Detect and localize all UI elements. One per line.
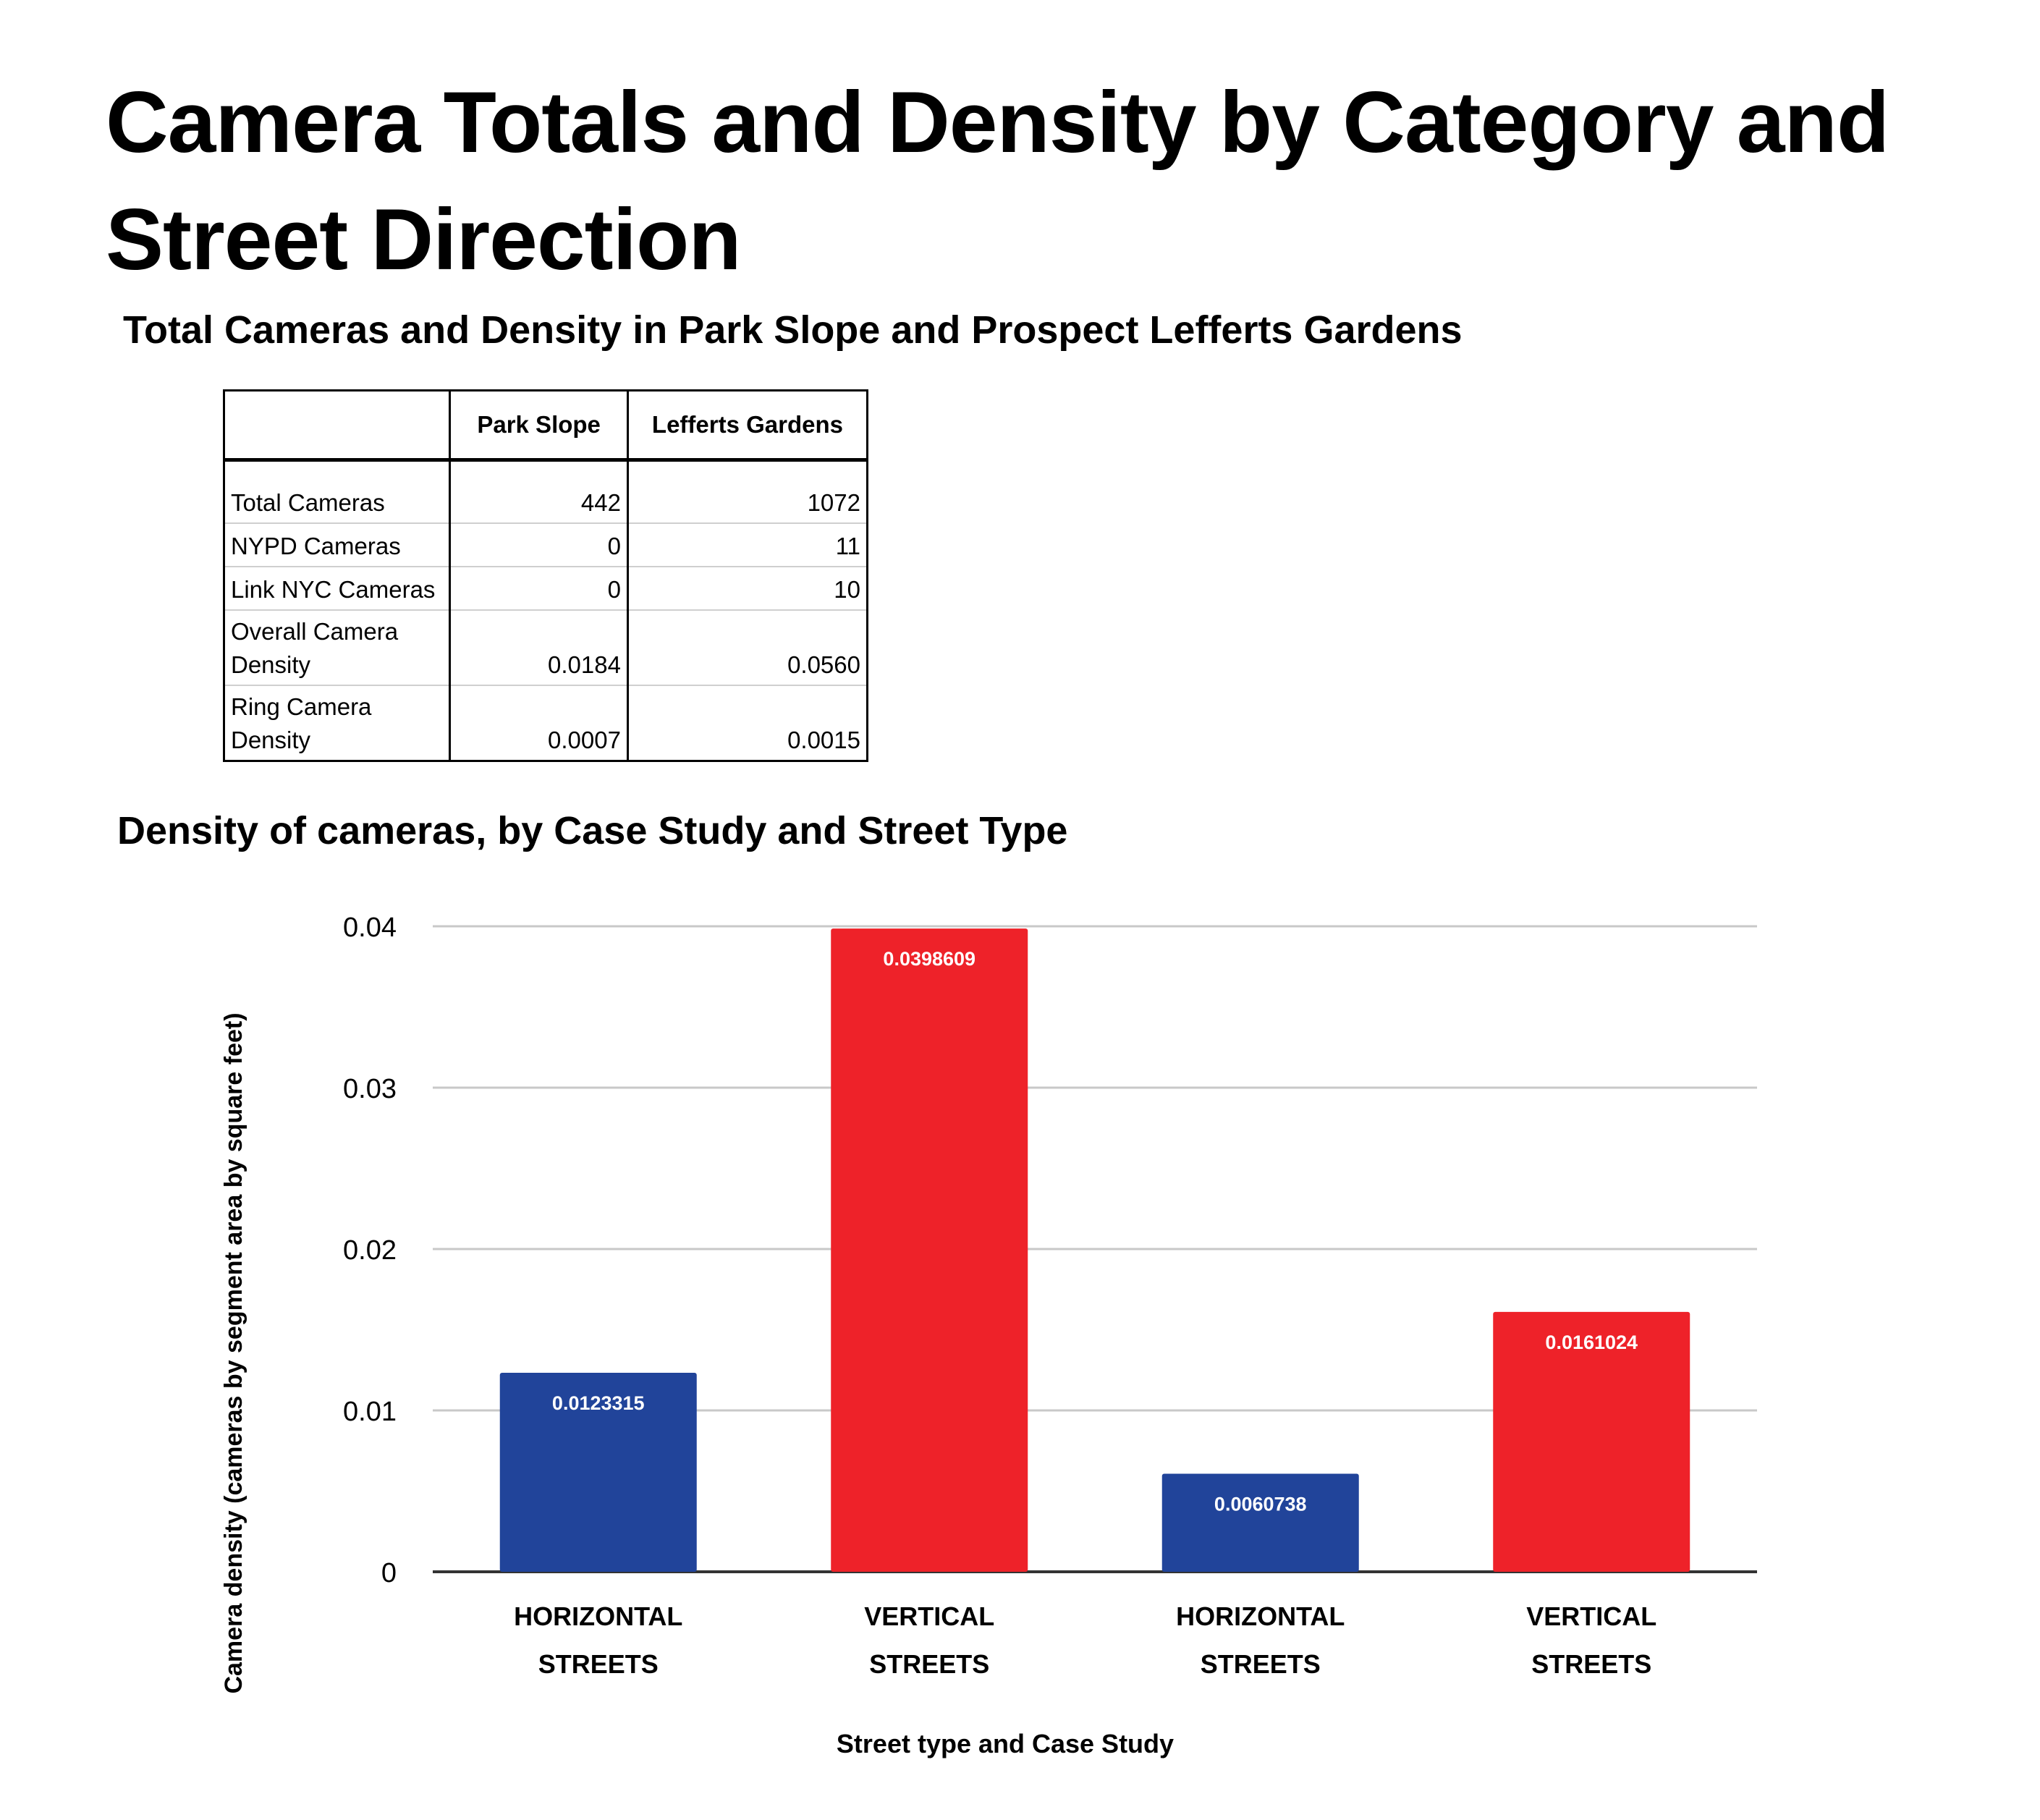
table-row: Link NYC Cameras 0 10 <box>224 566 868 610</box>
camera-totals-table: Park Slope Lefferts Gardens Total Camera… <box>223 389 868 762</box>
bar-data-label: 0.0060738 <box>1214 1494 1307 1515</box>
chart-bars <box>499 928 1690 1572</box>
park-slope-value: 442 <box>449 460 628 523</box>
x-category-label: STREETS <box>1531 1649 1651 1679</box>
bar <box>1493 1311 1690 1572</box>
y-axis-title: Camera density (cameras by segment area … <box>220 1012 247 1693</box>
y-tick-label: 0 <box>381 1558 397 1588</box>
y-tick-label: 0.02 <box>343 1235 397 1266</box>
y-tick-label: 0.04 <box>343 913 397 943</box>
table-title: Total Cameras and Density in Park Slope … <box>123 308 1463 352</box>
x-axis-title: Street type and Case Study <box>837 1729 1174 1758</box>
row-label: Ring Camera Density <box>224 685 450 761</box>
table-header-empty <box>224 390 450 462</box>
lefferts-gardens-value: 10 <box>626 566 868 610</box>
x-category-label: STREETS <box>538 1649 659 1679</box>
y-tick-label: 0.01 <box>343 1397 397 1427</box>
table-row: Overall Camera Density 0.0184 0.0560 <box>224 609 868 685</box>
row-label: Total Cameras <box>231 489 385 516</box>
x-category-label: HORIZONTAL <box>1176 1601 1345 1631</box>
lefferts-gardens-value: 0.0560 <box>626 609 868 685</box>
row-label-line: Overall Camera <box>231 618 399 645</box>
x-category-label: STREETS <box>1201 1649 1321 1679</box>
chart-title: Density of cameras, by Case Study and St… <box>117 809 1068 852</box>
lefferts-gardens-value: 11 <box>626 522 868 567</box>
row-label-line: Density <box>231 651 311 678</box>
x-category-label: STREETS <box>869 1649 989 1679</box>
x-category-label: VERTICAL <box>1526 1601 1656 1631</box>
table-header-row: Park Slope Lefferts Gardens <box>224 390 868 462</box>
table-header-park-slope: Park Slope <box>449 390 628 462</box>
table-header-lefferts-gardens: Lefferts Gardens <box>626 390 868 462</box>
bar-data-label: 0.0123315 <box>552 1392 645 1414</box>
row-label: Link NYC Cameras <box>224 566 450 610</box>
x-category-label: HORIZONTAL <box>514 1601 682 1631</box>
page-title: Camera Totals and Density by Category an… <box>106 74 1889 288</box>
row-label-line: Density <box>231 727 311 753</box>
x-category-label: VERTICAL <box>864 1601 994 1631</box>
park-slope-value: 0 <box>449 566 628 610</box>
bar <box>1161 1473 1359 1572</box>
table-row: Ring Camera Density 0.0007 0.0015 <box>224 685 868 761</box>
bar-data-label: 0.0398609 <box>883 948 975 970</box>
bar-data-label: 0.0161024 <box>1545 1332 1638 1353</box>
park-slope-value: 0.0007 <box>449 685 628 761</box>
lefferts-gardens-value: 1072 <box>626 460 868 523</box>
y-tick-label: 0.03 <box>343 1074 397 1104</box>
bar <box>831 928 1028 1572</box>
lefferts-gardens-value: 0.0015 <box>626 685 868 761</box>
table-row: Total Cameras 442 1072 <box>224 460 868 523</box>
row-label-line: Ring Camera <box>231 693 372 720</box>
chart-labels: 0 0.01 0.02 0.03 0.04 0.0123315 HORIZONTAL STRE… <box>343 913 1656 1679</box>
park-slope-value: 0.0184 <box>449 609 628 685</box>
row-label: Overall Camera Density <box>224 609 450 685</box>
row-label: NYPD Cameras <box>224 522 450 567</box>
table-row: NYPD Cameras 0 11 <box>224 522 868 567</box>
park-slope-value: 0 <box>449 522 628 567</box>
bar <box>499 1373 697 1572</box>
